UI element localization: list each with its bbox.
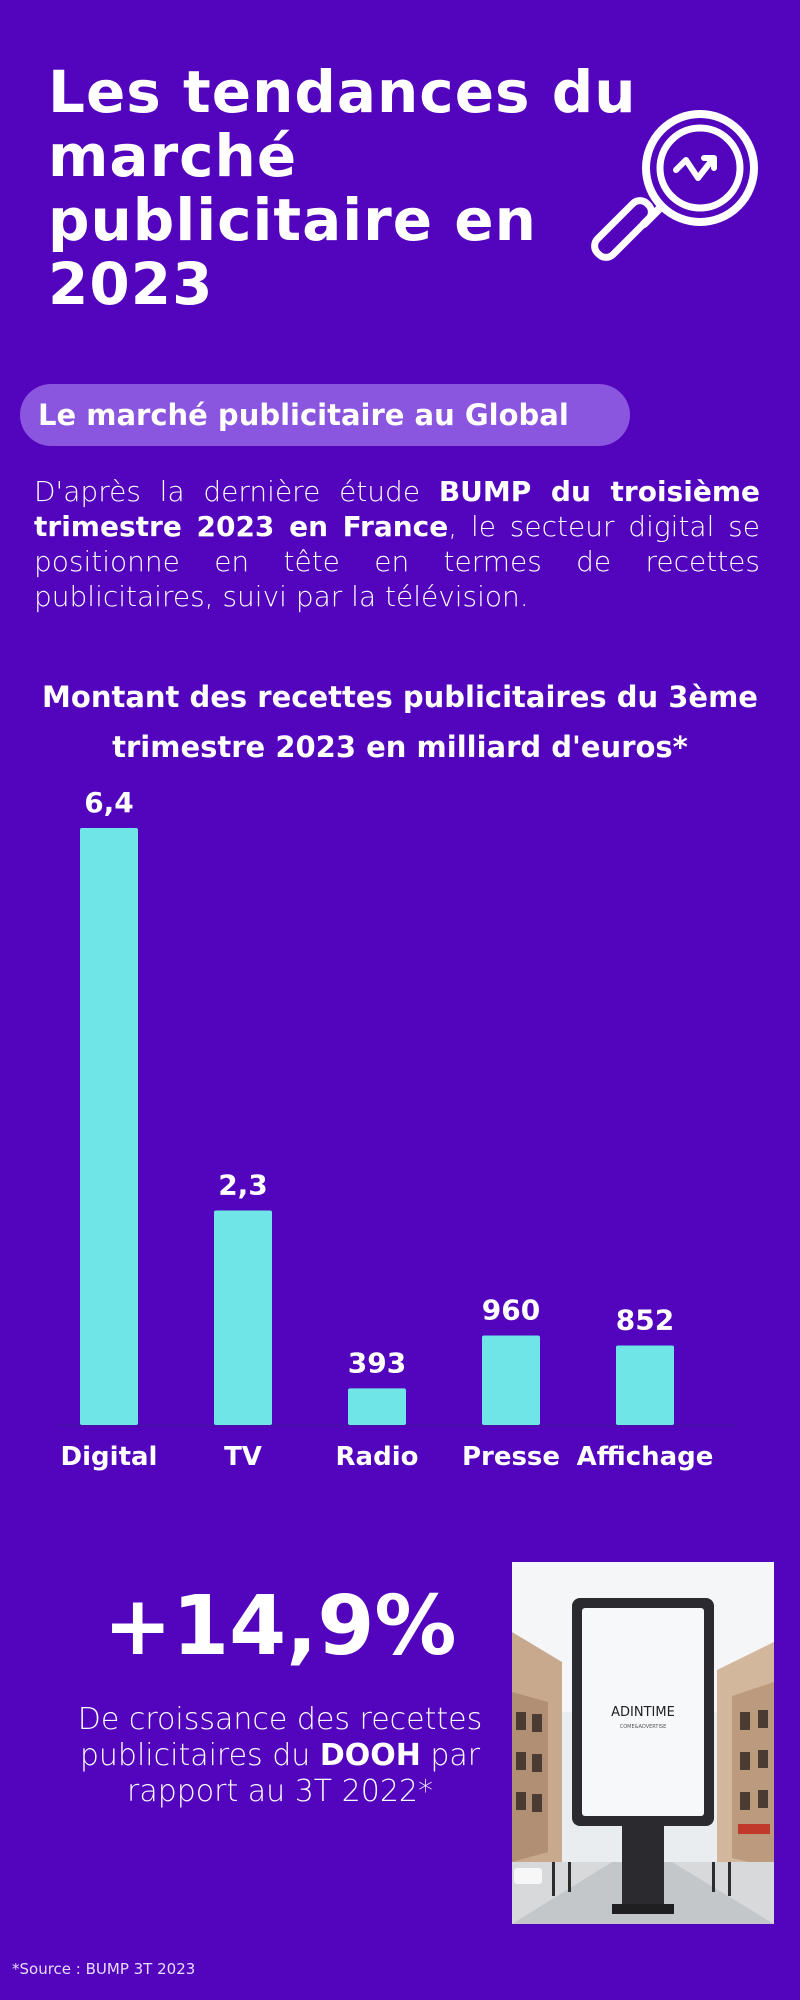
stat-description: De croissance des recettes publicitaires… [40,1702,520,1810]
data-label-affichage: 852 [616,1304,674,1337]
data-label-radio: 393 [348,1346,406,1379]
stat-desc-text: De croissance des recettes publicitaires… [77,1702,483,1773]
bar-digital [80,828,138,1425]
category-label-digital: Digital [61,1442,158,1472]
chart-title: Montant des recettes publicitaires du 3è… [42,680,758,764]
magnifier-trend-icon [591,110,758,261]
stat-desc-bold: DOOH [319,1738,421,1773]
section-label-pill: Le marché publicitaire au Global [20,384,630,446]
stat-value: +14,9% [103,1579,457,1674]
bar-radio [348,1388,406,1425]
category-label-affichage: Affichage [577,1442,714,1472]
data-label-tv: 2,3 [218,1168,268,1201]
intro-text-end: , le secteur digital se positionne en tê… [34,510,761,613]
dooh-billboard-photo: ADINTIME COME&ADVERTISE [512,1562,774,1924]
billboard-brand: ADINTIME [611,1705,675,1720]
category-label-presse: Presse [462,1442,560,1472]
bar-presse [482,1335,540,1425]
billboard-tagline: COME&ADVERTISE [620,1724,667,1730]
intro-bold-text: BUMP du troisième trimestre 2023 en Fran… [34,475,760,543]
data-label-presse: 960 [482,1293,540,1326]
bar-tv [214,1210,272,1425]
bar-chart: 6,4 Digital 2,3 TV 393 Radio 960 Presse 852 Affic… [60,786,735,1472]
source-note: *Source : BUMP 3T 2023 [12,1960,196,1978]
data-label-digital: 6,4 [84,786,134,819]
page-title: Les tendances du marché publicitaire en … [48,58,637,318]
category-label-tv: TV [224,1442,262,1472]
bar-affichage [616,1345,674,1425]
intro-paragraph: D'après la dernière étude BUMP du troisi… [34,474,760,614]
stat-desc-text-end: par rapport au 3T 2022* [126,1738,481,1809]
intro-text: D'après la dernière étude [34,475,439,508]
category-label-radio: Radio [336,1442,419,1472]
